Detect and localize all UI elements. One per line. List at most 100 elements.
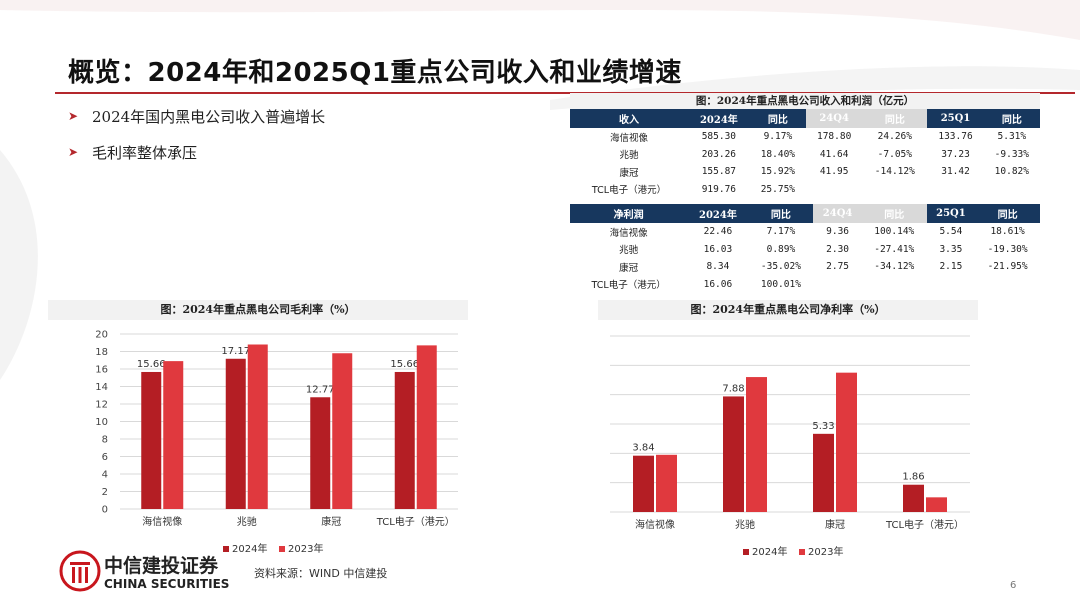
table-header-cell: 同比 <box>983 109 1040 128</box>
table-header-cell: 同比 <box>748 204 814 223</box>
x-tick-label: TCL电子（港元） <box>376 515 455 528</box>
net-margin-chart: 图：2024年重点黑电公司净利率（%） 0246810123.84海信视像7.8… <box>585 300 978 586</box>
table-cell: 18.40% <box>760 148 796 160</box>
bullet-text: 毛利率整体承压 <box>92 143 198 162</box>
table-row: 海信视像 22.46 7.17% 9.36 100.14% 5.54 18.61% <box>570 223 1040 241</box>
bar-2023年 <box>926 497 947 512</box>
table-cell: 100.14% <box>874 226 915 238</box>
table-row: 海信视像 585.30 9.17% 178.80 24.26% 133.76 5.31% <box>570 128 1040 146</box>
gross-margin-chart: 图：2024年重点黑电公司毛利率（%） 0 2 4 6 8 10 12 14 16 18 20 15.… <box>48 300 468 582</box>
row-label: 兆驰 <box>619 150 639 162</box>
legend-swatch <box>279 546 285 552</box>
bullet-text: 2024年国内黑电公司收入普遍增长 <box>92 107 326 126</box>
x-tick-label: 海信视像 <box>142 515 182 528</box>
y-tick-label: 0 <box>102 505 108 516</box>
legend-swatch <box>223 546 229 552</box>
legend-label: 2023年 <box>288 542 323 555</box>
table-cell: 16.06 <box>703 278 733 290</box>
table-header-cell: 同比 <box>862 109 928 128</box>
legend-label: 2024年 <box>752 545 787 558</box>
bullet-item: ➤ 毛利率整体承压 <box>68 134 325 170</box>
data-label: 17.17 <box>221 346 250 357</box>
y-tick-label: 2 <box>102 487 108 498</box>
table-cell <box>862 181 927 199</box>
arrow-icon: ➤ <box>68 145 79 159</box>
financial-tables: 图：2024年重点黑电公司收入和利润（亿元） 收入 2024年 同比 24Q4 同比 25… <box>570 93 1040 293</box>
x-tick-label: 兆驰 <box>735 518 755 531</box>
bar-2023年 <box>656 454 677 512</box>
y-tick-label: 20 <box>95 330 108 341</box>
table-cell <box>813 276 862 294</box>
data-label: 1.86 <box>902 472 924 483</box>
legend-swatch <box>743 549 749 555</box>
table-cell: 5.54 <box>939 226 963 238</box>
table-cell: 37.23 <box>941 148 970 160</box>
table-cell <box>806 181 862 199</box>
legend-label: 2023年 <box>808 545 843 558</box>
bar-2023年 <box>163 361 184 509</box>
table-cell: 0.89% <box>766 243 796 255</box>
table-cell: 2.15 <box>939 261 963 273</box>
bar-2024年 <box>394 371 415 509</box>
table-cell: 15.92% <box>760 166 796 178</box>
y-tick-label: 10 <box>95 417 108 428</box>
table-cell: 3.35 <box>939 243 963 255</box>
table-cell: 41.95 <box>819 166 849 178</box>
table-cell: 7.17% <box>766 226 796 238</box>
chart-title: 图：2024年重点黑电公司净利率（%） <box>598 300 978 320</box>
table-cell <box>927 181 983 199</box>
bar-2024年 <box>903 484 924 512</box>
table-header-cell: 2024年 <box>687 204 749 223</box>
table-cell: 919.76 <box>701 183 737 195</box>
y-tick-label: 16 <box>95 365 108 376</box>
bar-2024年 <box>141 371 162 509</box>
table-cell: -21.95% <box>987 261 1028 273</box>
table-cell: 41.64 <box>819 148 849 160</box>
table-cell: -14.12% <box>874 166 915 178</box>
chart-title: 图：2024年重点黑电公司毛利率（%） <box>48 300 468 320</box>
table-cell: 16.03 <box>703 243 733 255</box>
bar-2023年 <box>746 377 767 512</box>
table-row: TCL电子（港元） 919.76 25.75% <box>570 181 1040 199</box>
x-tick-label: 兆驰 <box>237 515 257 528</box>
table-cell: -34.12% <box>874 261 915 273</box>
row-label: TCL电子（港元） <box>591 280 666 292</box>
table-header-cell: 同比 <box>861 204 927 223</box>
bar-2023年 <box>332 353 353 509</box>
table-header-cell: 25Q1 <box>927 109 984 128</box>
data-label: 12.77 <box>306 384 335 395</box>
table-cell: 24.26% <box>877 131 912 143</box>
data-label: 3.84 <box>632 443 654 454</box>
citic-logo-icon: 中信建投证券 CHINA SECURITIES <box>59 550 229 592</box>
page-title: 概览：2024年和2025Q1重点公司收入和业绩增速 <box>68 58 682 88</box>
data-label: 5.33 <box>812 421 834 432</box>
table-row: TCL电子（港元） 16.06 100.01% <box>570 276 1040 294</box>
table-row: 兆驰 16.03 0.89% 2.30 -27.41% 3.35 -19.30% <box>570 241 1040 259</box>
table-cell: 25.75% <box>760 183 796 195</box>
legend-label: 2024年 <box>232 542 267 555</box>
table-cell: 585.30 <box>701 131 737 143</box>
table-header-cell: 24Q4 <box>806 109 863 128</box>
table-cell <box>984 181 1040 199</box>
y-tick-label: 6 <box>102 452 108 463</box>
gross-margin-chart-svg: 0 2 4 6 8 10 12 14 16 18 20 15.66 海信视像 17.17 兆驰 12.77 康冠… <box>95 330 458 555</box>
table-header-cell: 2024年 <box>688 109 750 128</box>
logo-cn-text: 中信建投证券 <box>104 554 219 577</box>
table-cell: 18.61% <box>990 226 1025 238</box>
table-cell: 133.76 <box>938 131 973 143</box>
x-tick-label: 海信视像 <box>635 518 675 531</box>
table-cell: -19.30% <box>987 243 1028 255</box>
net-margin-chart-svg: 0246810123.84海信视像7.88兆驰5.33康冠1.86TCL电子（港… <box>585 332 970 558</box>
page-number: 6 <box>1010 580 1017 591</box>
legend-swatch <box>799 549 805 555</box>
table-row: 康冠 8.34 -35.02% 2.75 -34.12% 2.15 -21.95% <box>570 258 1040 276</box>
bar-2024年 <box>633 455 654 512</box>
bar-2024年 <box>723 396 744 512</box>
bar-2024年 <box>813 433 834 512</box>
table-cell <box>975 276 1040 294</box>
table-cell: 8.34 <box>706 261 730 273</box>
data-label: 7.88 <box>722 383 744 394</box>
table-header-cell: 收入 <box>570 109 689 128</box>
table-cell: 31.42 <box>941 166 970 178</box>
table-cell: 178.80 <box>816 131 852 143</box>
